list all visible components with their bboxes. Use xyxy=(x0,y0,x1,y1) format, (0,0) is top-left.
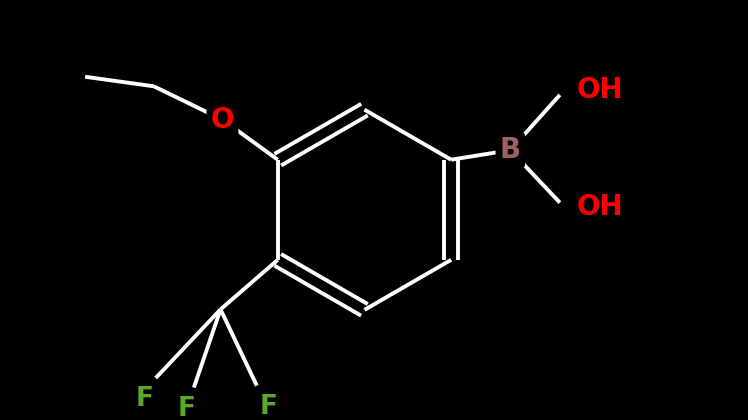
Text: OH: OH xyxy=(577,193,624,221)
Text: OH: OH xyxy=(577,76,624,104)
Text: B: B xyxy=(500,136,521,164)
Text: O: O xyxy=(211,106,234,134)
Text: F: F xyxy=(260,394,278,420)
Text: F: F xyxy=(135,386,153,412)
Text: F: F xyxy=(177,396,195,420)
